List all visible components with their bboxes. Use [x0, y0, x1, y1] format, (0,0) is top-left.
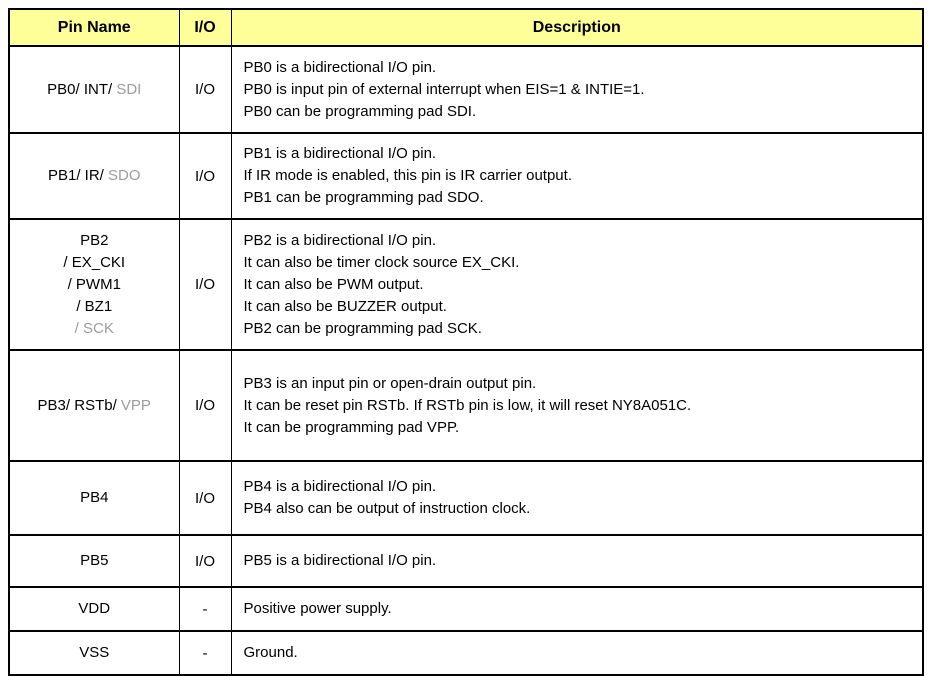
description-cell: PB2 is a bidirectional I/O pin. It can al…: [230, 218, 924, 351]
description-line: Positive power supply.: [243, 600, 392, 617]
pin-name-label: VDD: [78, 600, 111, 617]
pin-name-label: / PWM1: [67, 275, 121, 293]
table-row: VSS - Ground.: [8, 630, 924, 676]
pin-name-line: PB5: [10, 550, 179, 572]
pin-name-line: VSS: [10, 642, 179, 664]
table-row: PB4 I/O PB4 is a bidirectional I/O pin. PB4…: [8, 460, 924, 536]
pin-name-line: / BZ1: [10, 296, 179, 318]
io-cell: I/O: [178, 534, 232, 588]
description-cell: PB0 is a bidirectional I/O pin. PB0 is in…: [230, 45, 924, 134]
pin-name-label: PB3/ RSTb/: [37, 396, 121, 414]
table-row: PB3/ RSTb/ VPP I/O PB3 is an input pin or …: [8, 349, 924, 462]
pin-name-line: / EX_CKI: [10, 252, 179, 274]
io-cell: -: [178, 630, 232, 676]
description-line: PB1 is a bidirectional I/O pin.: [243, 145, 437, 162]
description-line: PB1 can be programming pad SDO.: [243, 189, 484, 206]
description-cell: PB4 is a bidirectional I/O pin. PB4 also …: [230, 460, 924, 536]
description-line: PB5 is a bidirectional I/O pin.: [243, 552, 437, 569]
description-cell: Positive power supply.: [230, 586, 924, 632]
pin-description-section: Pin Name I/O Description PB0/ INT/ SDI I/…: [8, 8, 924, 676]
io-cell: -: [178, 586, 232, 632]
pin-name-label: / BZ1: [76, 297, 113, 315]
description-line: PB0 is a bidirectional I/O pin.: [243, 58, 437, 76]
pin-name-line: PB3/ RSTb/ VPP: [10, 395, 179, 417]
description-line: PB4 is a bidirectional I/O pin.: [243, 478, 437, 495]
description-cell: PB1 is a bidirectional I/O pin. If IR mod…: [230, 132, 924, 220]
io-cell: I/O: [178, 349, 232, 462]
pin-name-line: / SCK: [10, 318, 179, 340]
pin-name-line: / PWM1: [10, 274, 179, 296]
table-row: PB1/ IR/ SDO I/O PB1 is a bidirectional I/…: [8, 132, 924, 220]
table-row: VDD - Positive power supply.: [8, 586, 924, 632]
col-header-io: I/O: [178, 8, 232, 47]
pin-name-cell: PB0/ INT/ SDI: [8, 45, 180, 134]
description-line: PB3 is an input pin or open-drain output…: [243, 374, 537, 392]
table-row: PB2/ EX_CKI / PWM1/ BZ1/ SCK I/O PB2 is a b…: [8, 218, 924, 351]
pin-name-label: PB4: [80, 489, 109, 506]
pin-alt-function-label: / SCK: [74, 319, 114, 337]
pin-name-cell: VSS: [8, 630, 180, 676]
pin-name-line: PB0/ INT/ SDI: [10, 79, 179, 101]
description-line: It can be programming pad VPP.: [243, 418, 460, 436]
pin-name-cell: PB5: [8, 534, 180, 588]
pin-name-line: PB1/ IR/ SDO: [10, 165, 179, 187]
pin-name-cell: PB3/ RSTb/ VPP: [8, 349, 180, 462]
pin-name-cell: PB1/ IR/ SDO: [8, 132, 180, 220]
table-row: PB0/ INT/ SDI I/O PB0 is a bidirectional I…: [8, 45, 924, 134]
table-body: PB0/ INT/ SDI I/O PB0 is a bidirectional I…: [8, 45, 924, 676]
col-header-description: Description: [230, 8, 924, 47]
pin-name-label: PB0/ INT/: [47, 80, 117, 98]
table-header: Pin Name I/O Description: [8, 8, 924, 47]
pin-name-line: PB4: [10, 487, 179, 509]
description-line: PB0 can be programming pad SDI.: [243, 102, 477, 120]
description-line: It can also be timer clock source EX_CKI…: [243, 253, 520, 271]
pin-alt-function-label: SDI: [116, 80, 142, 98]
col-header-pin-name: Pin Name: [8, 8, 180, 47]
description-line: It can be reset pin RSTb. If RSTb pin is…: [243, 396, 692, 414]
pin-alt-function-label: SDO: [108, 167, 141, 184]
pin-name-label: / EX_CKI: [63, 253, 126, 271]
pin-name-label: VSS: [79, 644, 110, 661]
description-line: Ground.: [243, 644, 298, 661]
pin-name-cell: PB2 / EX_CKI / PWM1 / BZ1 / SCK: [8, 218, 180, 351]
pin-name-label: PB5: [80, 552, 109, 569]
description-line: It can also be PWM output.: [243, 275, 424, 293]
io-cell: I/O: [178, 218, 232, 351]
description-line: PB0 is input pin of external interrupt w…: [243, 80, 645, 98]
pin-name-cell: PB4: [8, 460, 180, 536]
description-line: PB2 can be programming pad SCK.: [243, 319, 482, 337]
io-cell: I/O: [178, 45, 232, 134]
description-cell: PB5 is a bidirectional I/O pin.: [230, 534, 924, 588]
pin-name-label: PB2: [80, 231, 109, 249]
pin-alt-function-label: VPP: [120, 396, 151, 414]
description-line: If IR mode is enabled, this pin is IR ca…: [243, 167, 572, 184]
pin-name-cell: VDD: [8, 586, 180, 632]
description-line: PB2 is a bidirectional I/O pin.: [243, 231, 437, 249]
table-row: PB5 I/O PB5 is a bidirectional I/O pin.: [8, 534, 924, 588]
description-cell: PB3 is an input pin or open-drain output…: [230, 349, 924, 462]
pin-name-line: PB2: [10, 230, 179, 252]
description-line: PB4 also can be output of instruction cl…: [243, 500, 531, 517]
pin-name-line: VDD: [10, 598, 179, 620]
description-line: It can also be BUZZER output.: [243, 297, 447, 315]
description-cell: Ground.: [230, 630, 924, 676]
pin-name-label: PB1/ IR/: [47, 167, 108, 184]
header-row: Pin Name I/O Description: [8, 8, 924, 47]
io-cell: I/O: [178, 460, 232, 536]
pin-description-table: Pin Name I/O Description PB0/ INT/ SDI I/…: [8, 8, 924, 676]
io-cell: I/O: [178, 132, 232, 220]
